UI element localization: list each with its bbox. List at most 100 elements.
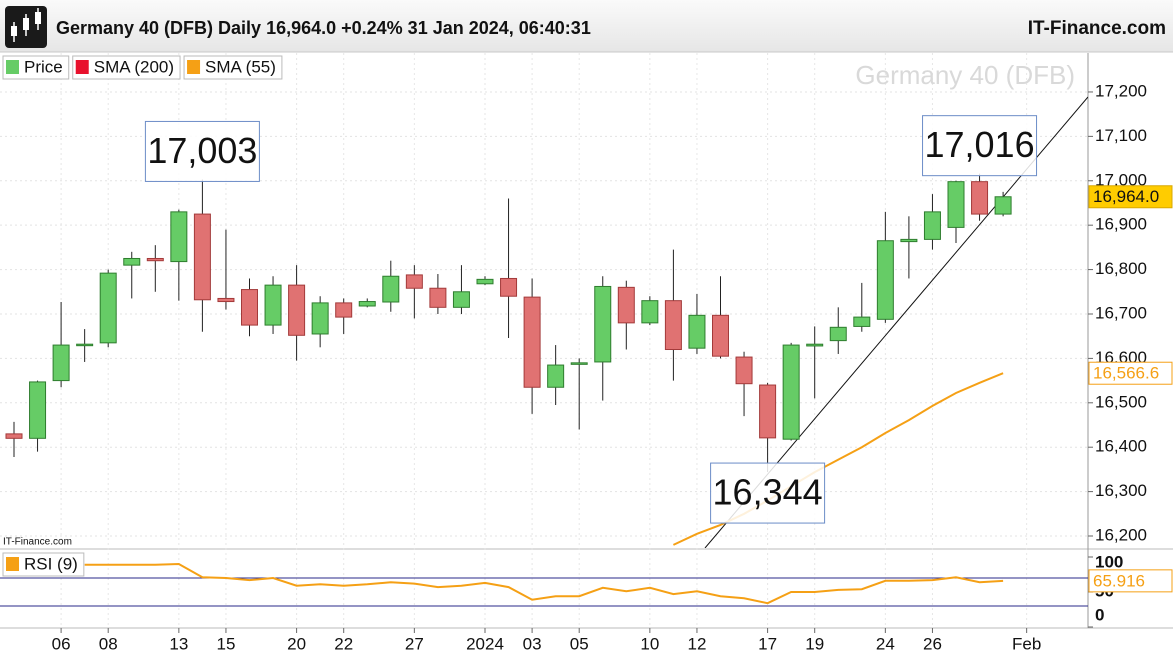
y-tick-label: 16,400 [1095, 437, 1147, 456]
candle-body [853, 316, 871, 327]
candle-body [429, 287, 447, 308]
candle-body [594, 285, 612, 363]
x-tick-label: Feb [1012, 634, 1041, 653]
legend-label: RSI (9) [24, 554, 78, 573]
candle-body [523, 296, 541, 388]
candle-body [382, 275, 400, 303]
candle-body [241, 289, 258, 326]
y-tick-label: 17,200 [1095, 81, 1147, 100]
legend-label: SMA (55) [205, 57, 276, 76]
candle-body [923, 211, 941, 240]
candle-body [311, 302, 329, 335]
x-tick-label: 03 [523, 634, 542, 653]
candle-body [947, 181, 965, 228]
chart-credit: IT-Finance.com [3, 537, 72, 548]
annotation-label: 16,344 [713, 472, 823, 513]
candle-body [782, 344, 800, 440]
legend-swatch [187, 60, 201, 74]
candle-body [76, 343, 94, 347]
annotation-label: 17,016 [924, 124, 1034, 165]
header-bar [0, 0, 1173, 52]
candle-body [806, 343, 824, 347]
last-value-box [1088, 185, 1173, 209]
last-value-label: 16,566.6 [1093, 364, 1159, 383]
y-tick-label: 16,900 [1095, 215, 1147, 234]
y-tick-label: 16,700 [1095, 303, 1147, 322]
candle-body [971, 181, 989, 215]
legend-box [2, 552, 85, 577]
x-tick-label: 15 [216, 634, 235, 653]
rsi-area [0, 550, 1088, 628]
candle-body [29, 381, 47, 439]
candle-body [994, 196, 1012, 215]
candle-body [641, 300, 659, 324]
x-tick-label: 24 [876, 634, 895, 653]
candle-body [900, 238, 918, 243]
candle-body [358, 301, 376, 307]
candle-body [735, 356, 753, 385]
legend-swatch [6, 557, 19, 571]
x-tick-label: 06 [52, 634, 71, 653]
candle-body [476, 278, 494, 285]
last-value-box [1088, 569, 1173, 593]
annotation-label: 17,003 [147, 130, 257, 171]
y-tick-label: 17,000 [1095, 170, 1147, 189]
watermark: Germany 40 (DFB) [855, 60, 1075, 90]
legend-box [2, 55, 70, 80]
x-tick-label: 27 [405, 634, 424, 653]
candle-body [617, 286, 635, 324]
legend-label: SMA (200) [94, 57, 174, 76]
legend-swatch [75, 60, 89, 74]
candle-body [500, 277, 518, 297]
x-tick-label: 20 [287, 634, 306, 653]
legend-item: RSI (9) [2, 552, 85, 577]
rsi-y-tick-label: 0 [1095, 605, 1104, 624]
candle-body [99, 272, 117, 344]
last-value-box [1088, 361, 1173, 385]
x-tick-label: 19 [805, 634, 824, 653]
legend-item: Price [2, 55, 70, 80]
candle-body [829, 326, 847, 342]
candle-body [570, 362, 588, 365]
x-tick-label: 13 [169, 634, 188, 653]
legend-item: SMA (200) [72, 55, 181, 80]
annotation-box [710, 462, 826, 524]
last-value-label: 65.916 [1093, 571, 1145, 590]
overlay: Germany 40 (DFB) IT-Finance.com 06 08 13 15… [2, 55, 1173, 653]
candle-body [688, 314, 706, 349]
rsi-plot [0, 562, 1088, 607]
candle-body [5, 433, 23, 439]
y-tick-label: 16,500 [1095, 392, 1147, 411]
candle-body [217, 297, 235, 303]
candle-body [170, 211, 188, 263]
y-tick-label: 16,200 [1095, 525, 1147, 544]
legend-item: SMA (55) [183, 55, 283, 80]
source: IT-Finance.com [1028, 18, 1166, 39]
candle-body [759, 384, 777, 439]
candle-body [664, 300, 682, 351]
y-tick-label: 17,100 [1095, 126, 1147, 145]
candle-body [193, 213, 211, 301]
app-icon [5, 6, 47, 48]
candle-body [405, 274, 423, 289]
last-value-label: 16,964.0 [1093, 187, 1159, 206]
x-tick-label: 05 [570, 634, 589, 653]
candle-body [712, 314, 729, 357]
x-tick-label: 22 [334, 634, 353, 653]
x-tick-label: 2024 [466, 634, 504, 653]
x-tick-label: 26 [923, 634, 942, 653]
candle-body [52, 344, 70, 382]
legend-swatch [6, 60, 19, 74]
candle-body [123, 257, 141, 266]
x-tick-label: 10 [640, 634, 659, 653]
legend-box [183, 55, 283, 80]
candle-body [876, 240, 894, 320]
price-plot [5, 96, 1088, 548]
rsi-y-tick-label: 100 [1095, 552, 1123, 571]
candle-body [547, 364, 565, 388]
y-tick-label: 16,800 [1095, 259, 1147, 278]
candle-body [335, 302, 353, 318]
legend-box [72, 55, 181, 80]
candle-body [452, 291, 470, 308]
